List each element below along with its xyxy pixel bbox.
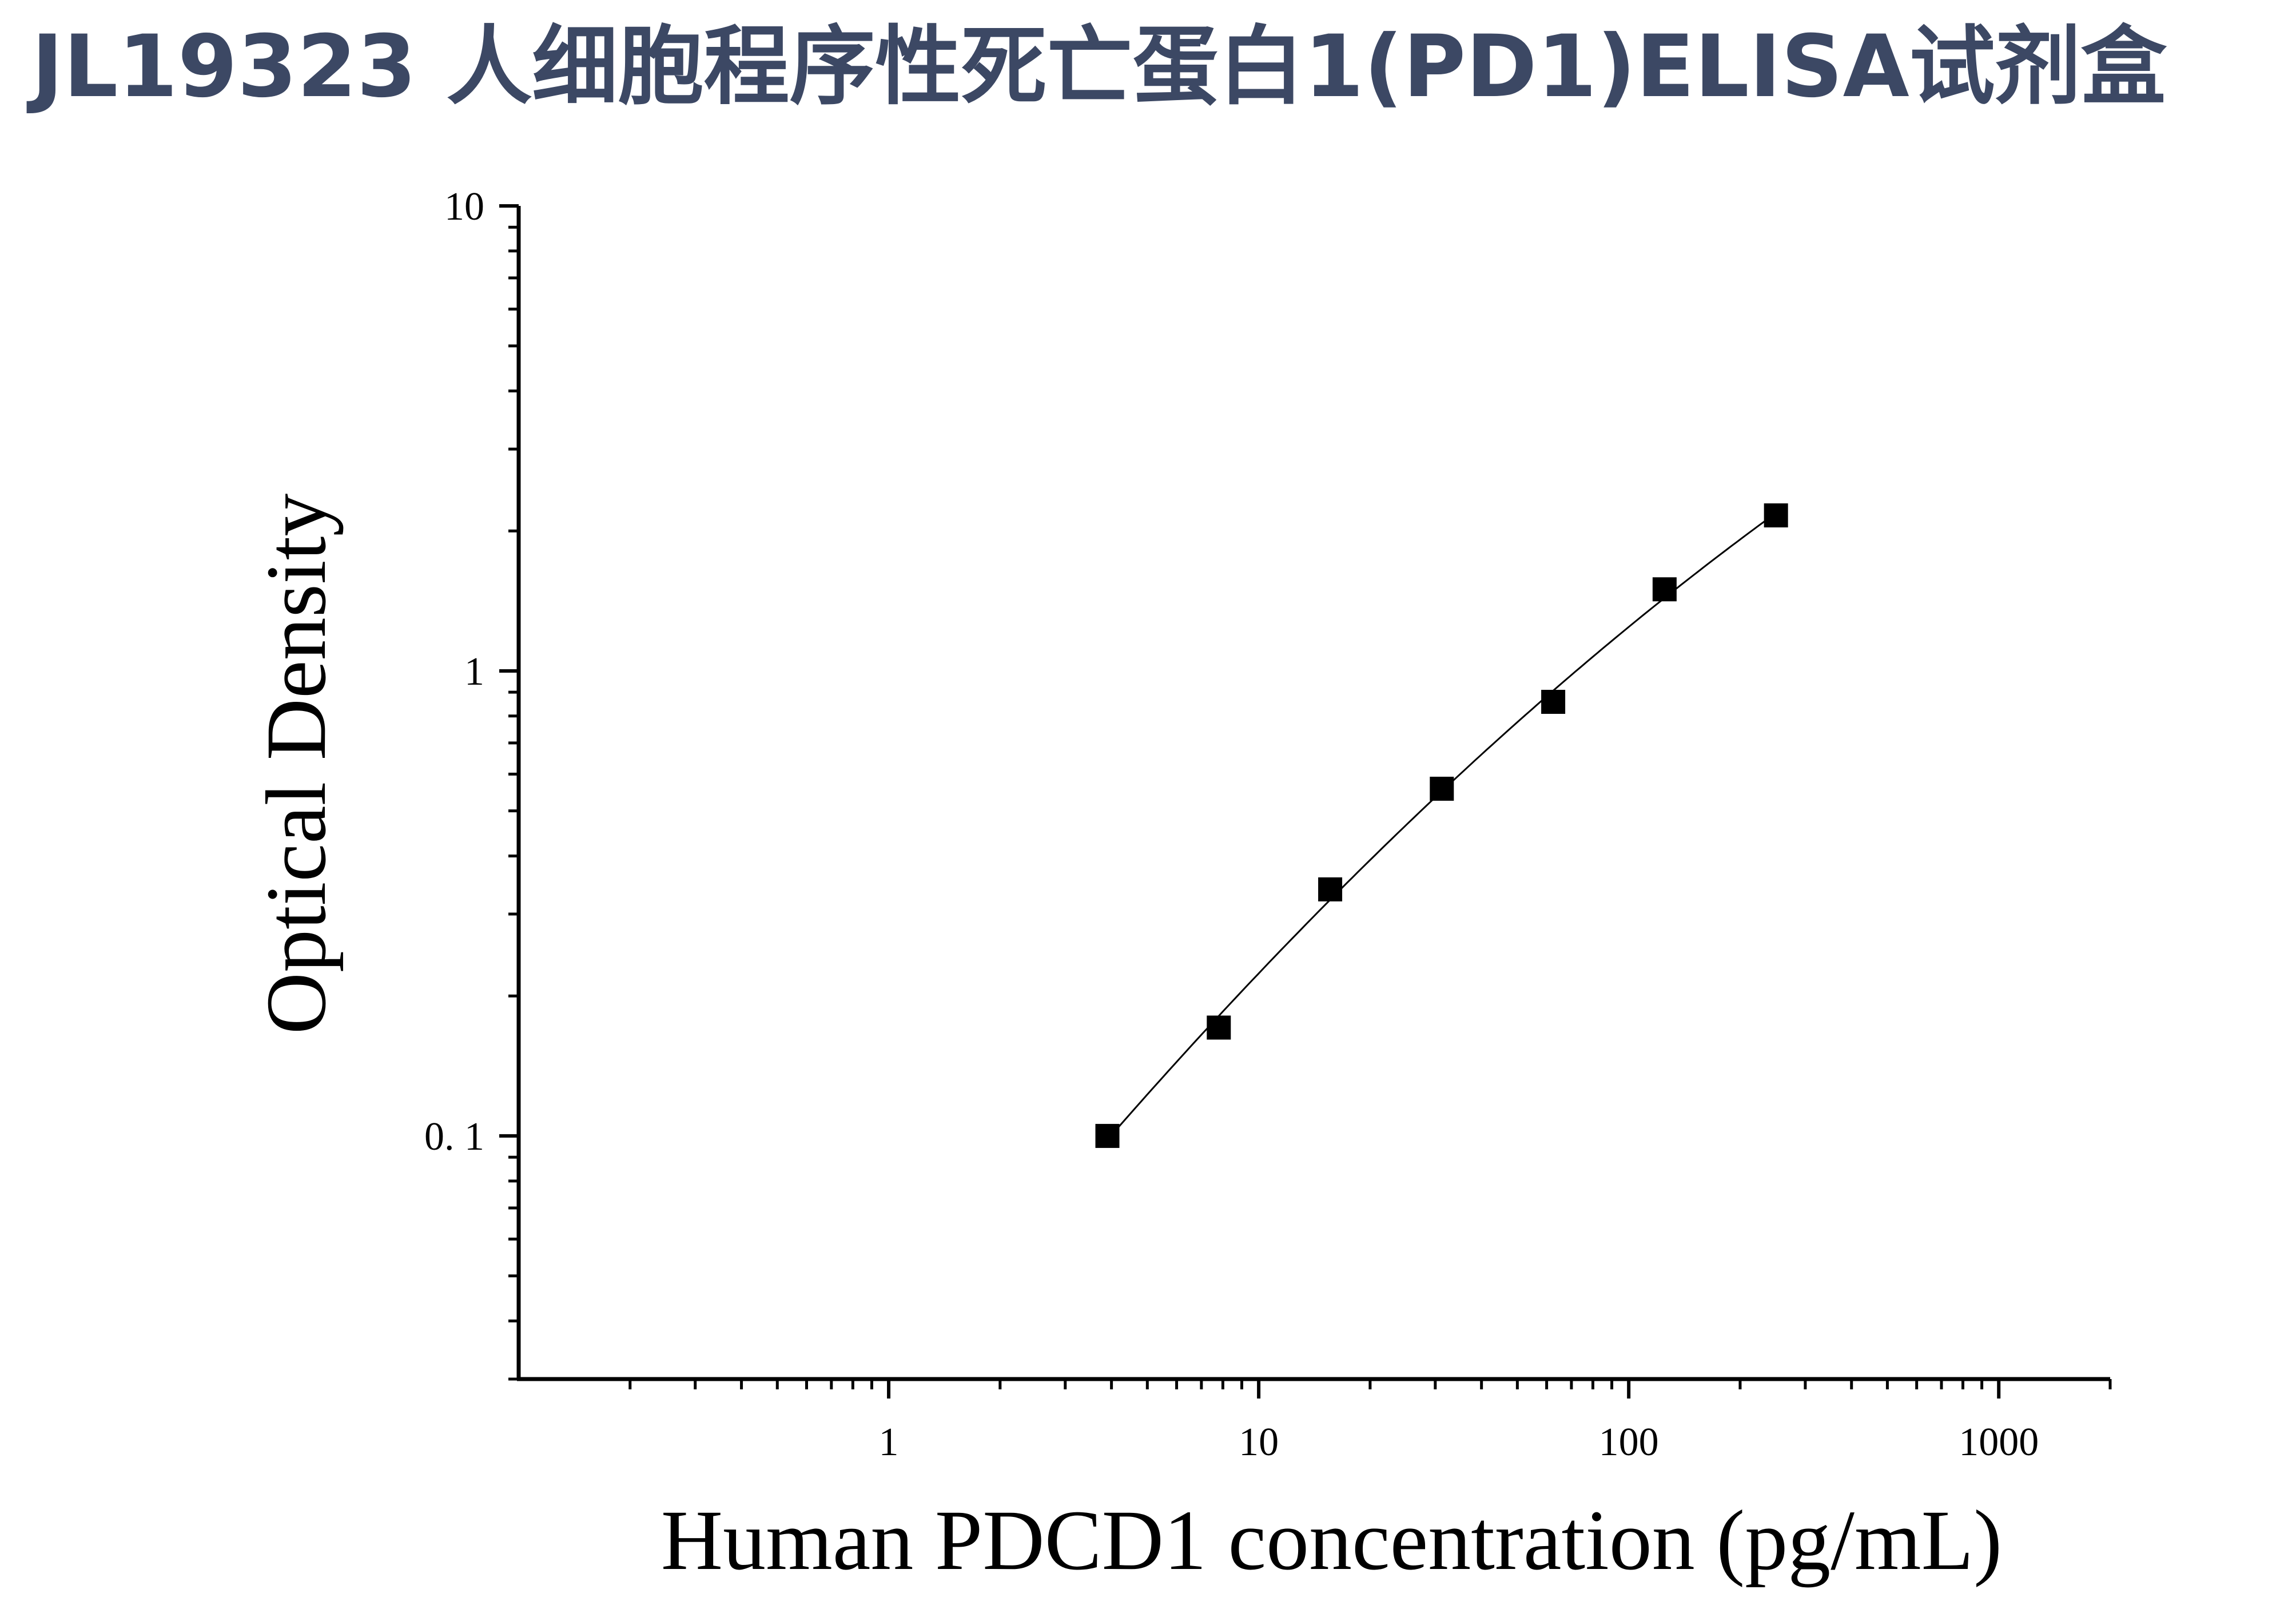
- x-axis-label: Human PDCD1 concentration (pg/mL): [661, 1493, 2002, 1588]
- data-point: [1541, 690, 1566, 714]
- fit-curve: [1107, 512, 1777, 1141]
- data-point: [1318, 877, 1343, 901]
- data-point: [1095, 1123, 1120, 1148]
- x-tick-label: 1000: [1959, 1420, 2039, 1464]
- x-tick-label: 1: [879, 1420, 899, 1464]
- data-point: [1430, 776, 1454, 801]
- y-tick-label: 10: [444, 185, 484, 229]
- x-tick-label: 100: [1599, 1420, 1659, 1464]
- data-point: [1207, 1015, 1231, 1040]
- axis-ticks: [499, 204, 2112, 1399]
- data-point: [1764, 503, 1788, 528]
- data-point: [1652, 577, 1677, 602]
- y-tick-label: 0. 1: [424, 1115, 484, 1159]
- y-tick-label: 1: [464, 650, 484, 694]
- axes: [516, 206, 2110, 1381]
- x-tick-label: 10: [1239, 1420, 1279, 1464]
- axis-tick-labels: 1 10 100 1000 0. 1 1 10: [424, 185, 2039, 1464]
- data-points: [1095, 503, 1788, 1148]
- page-title: JL19323 人细胞程序性死亡蛋白1(PD1)ELISA试剂盒: [31, 17, 2167, 117]
- y-axis-label: Optical Density: [249, 494, 344, 1035]
